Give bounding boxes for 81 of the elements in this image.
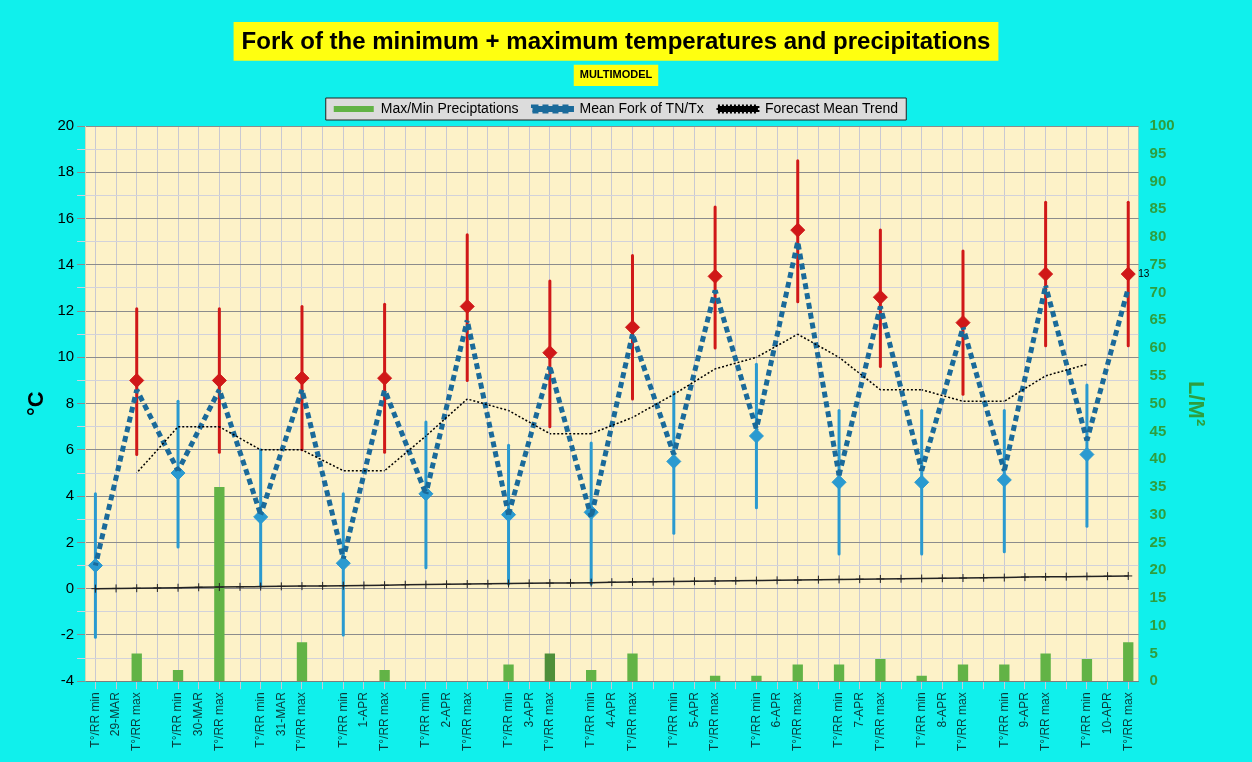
x-tick-label: 1-APR	[356, 691, 371, 728]
y2-tick-label: 50	[1149, 393, 1167, 411]
x-tick-label: 10-APR	[1099, 691, 1114, 735]
y2-tick-label: 55	[1149, 365, 1167, 383]
y2-tick-label: 15	[1149, 588, 1167, 606]
y-tick-label: 18	[57, 162, 75, 180]
x-tick-label: 8-APR	[934, 691, 949, 728]
x-tick-label: 6-APR	[769, 691, 784, 728]
x-tick-label: T°/RR max	[376, 692, 391, 752]
y2-tick-label: 45	[1149, 421, 1167, 439]
x-tick-label: 7-APR	[852, 691, 867, 728]
y2-tick-label: 85	[1149, 199, 1167, 217]
x-tick-label: T°/RR max	[624, 692, 639, 752]
y2-tick-label: 75	[1149, 254, 1167, 272]
y2-tick-label: 10	[1149, 615, 1167, 633]
x-tick-label: T°/RR min	[913, 692, 928, 748]
legend-label: Max/Min Preciptations	[380, 99, 519, 116]
y2-tick-label: 95	[1149, 143, 1167, 161]
y2-tick-label: 100	[1149, 116, 1175, 134]
y2-tick-label: 30	[1149, 504, 1167, 522]
x-tick-label: T°/RR max	[790, 692, 805, 752]
y2-tick-label: 35	[1149, 477, 1167, 495]
x-tick-label: T°/RR max	[1037, 692, 1052, 752]
x-tick-label: 2-APR	[438, 691, 453, 728]
y2-tick-label: 25	[1149, 532, 1167, 550]
y-tick-label: 6	[65, 440, 75, 458]
chart-title: Fork of the minimum + maximum temperatures and precipitations	[241, 27, 991, 55]
x-tick-label: T°/RR min	[87, 692, 102, 748]
y-tick-label: 0	[65, 578, 75, 596]
y2-tick-label: 80	[1149, 227, 1167, 245]
y-axis-title: °C	[23, 391, 49, 416]
x-tick-label: T°/RR max	[872, 692, 887, 752]
x-tick-label: T°/RR min	[1079, 692, 1094, 748]
x-tick-label: T°/RR max	[707, 692, 722, 752]
y-tick-label: 12	[57, 301, 75, 319]
x-tick-label: 29-MAR	[108, 691, 123, 737]
y2-tick-label: 5	[1149, 643, 1158, 661]
legend-label: Mean Fork of TN/Tx	[579, 99, 704, 116]
y2-tick-label: 90	[1149, 171, 1167, 189]
x-tick-label: T°/RR max	[211, 692, 226, 752]
y2-axis-title: L/M²	[1183, 381, 1209, 427]
x-tick-label: T°/RR min	[996, 692, 1011, 748]
y2-tick-label: 40	[1149, 449, 1167, 467]
data-label: 13	[1138, 267, 1150, 279]
x-tick-label: 3-APR	[521, 691, 536, 728]
y-tick-label: 8	[65, 393, 75, 411]
x-tick-label: 5-APR	[686, 691, 701, 728]
y-tick-label: 14	[57, 254, 75, 272]
y-tick-label: 2	[65, 532, 75, 550]
x-tick-label: T°/RR min	[583, 692, 598, 748]
x-tick-label: T°/RR max	[294, 692, 309, 752]
legend-label: Forecast Mean Trend	[764, 99, 898, 116]
x-tick-label: T°/RR max	[542, 692, 557, 752]
y-tick-label: 16	[57, 208, 75, 226]
x-tick-label: T°/RR min	[666, 692, 681, 748]
y-tick-label: 20	[57, 116, 75, 134]
x-tick-label: 30-MAR	[191, 691, 206, 737]
x-tick-label: T°/RR min	[170, 692, 185, 748]
x-tick-label: T°/RR min	[252, 692, 267, 748]
x-tick-label: 4-APR	[604, 691, 619, 728]
x-tick-label: 9-APR	[1017, 691, 1032, 728]
y2-tick-label: 65	[1149, 310, 1167, 328]
chart-subtitle: MULTIMODEL	[579, 68, 653, 81]
x-tick-label: T°/RR max	[1120, 692, 1135, 752]
x-tick-label: T°/RR min	[748, 692, 763, 748]
x-tick-label: T°/RR min	[335, 692, 350, 748]
y2-tick-label: 70	[1149, 282, 1167, 300]
y2-tick-label: 20	[1149, 560, 1167, 578]
y-tick-label: 4	[65, 486, 75, 504]
y2-tick-label: 60	[1149, 338, 1167, 356]
x-tick-label: T°/RR max	[129, 692, 144, 752]
y2-tick-label: 0	[1149, 671, 1158, 689]
x-tick-label: T°/RR min	[418, 692, 433, 748]
x-tick-label: 31-MAR	[273, 691, 288, 737]
x-tick-label: T°/RR max	[459, 692, 474, 752]
y-tick-label: 10	[57, 347, 75, 365]
x-tick-label: T°/RR min	[831, 692, 846, 748]
y-tick-label: -4	[60, 671, 75, 689]
x-tick-label: T°/RR max	[955, 692, 970, 752]
y-tick-label: -2	[60, 625, 75, 643]
x-tick-label: T°/RR min	[500, 692, 515, 748]
